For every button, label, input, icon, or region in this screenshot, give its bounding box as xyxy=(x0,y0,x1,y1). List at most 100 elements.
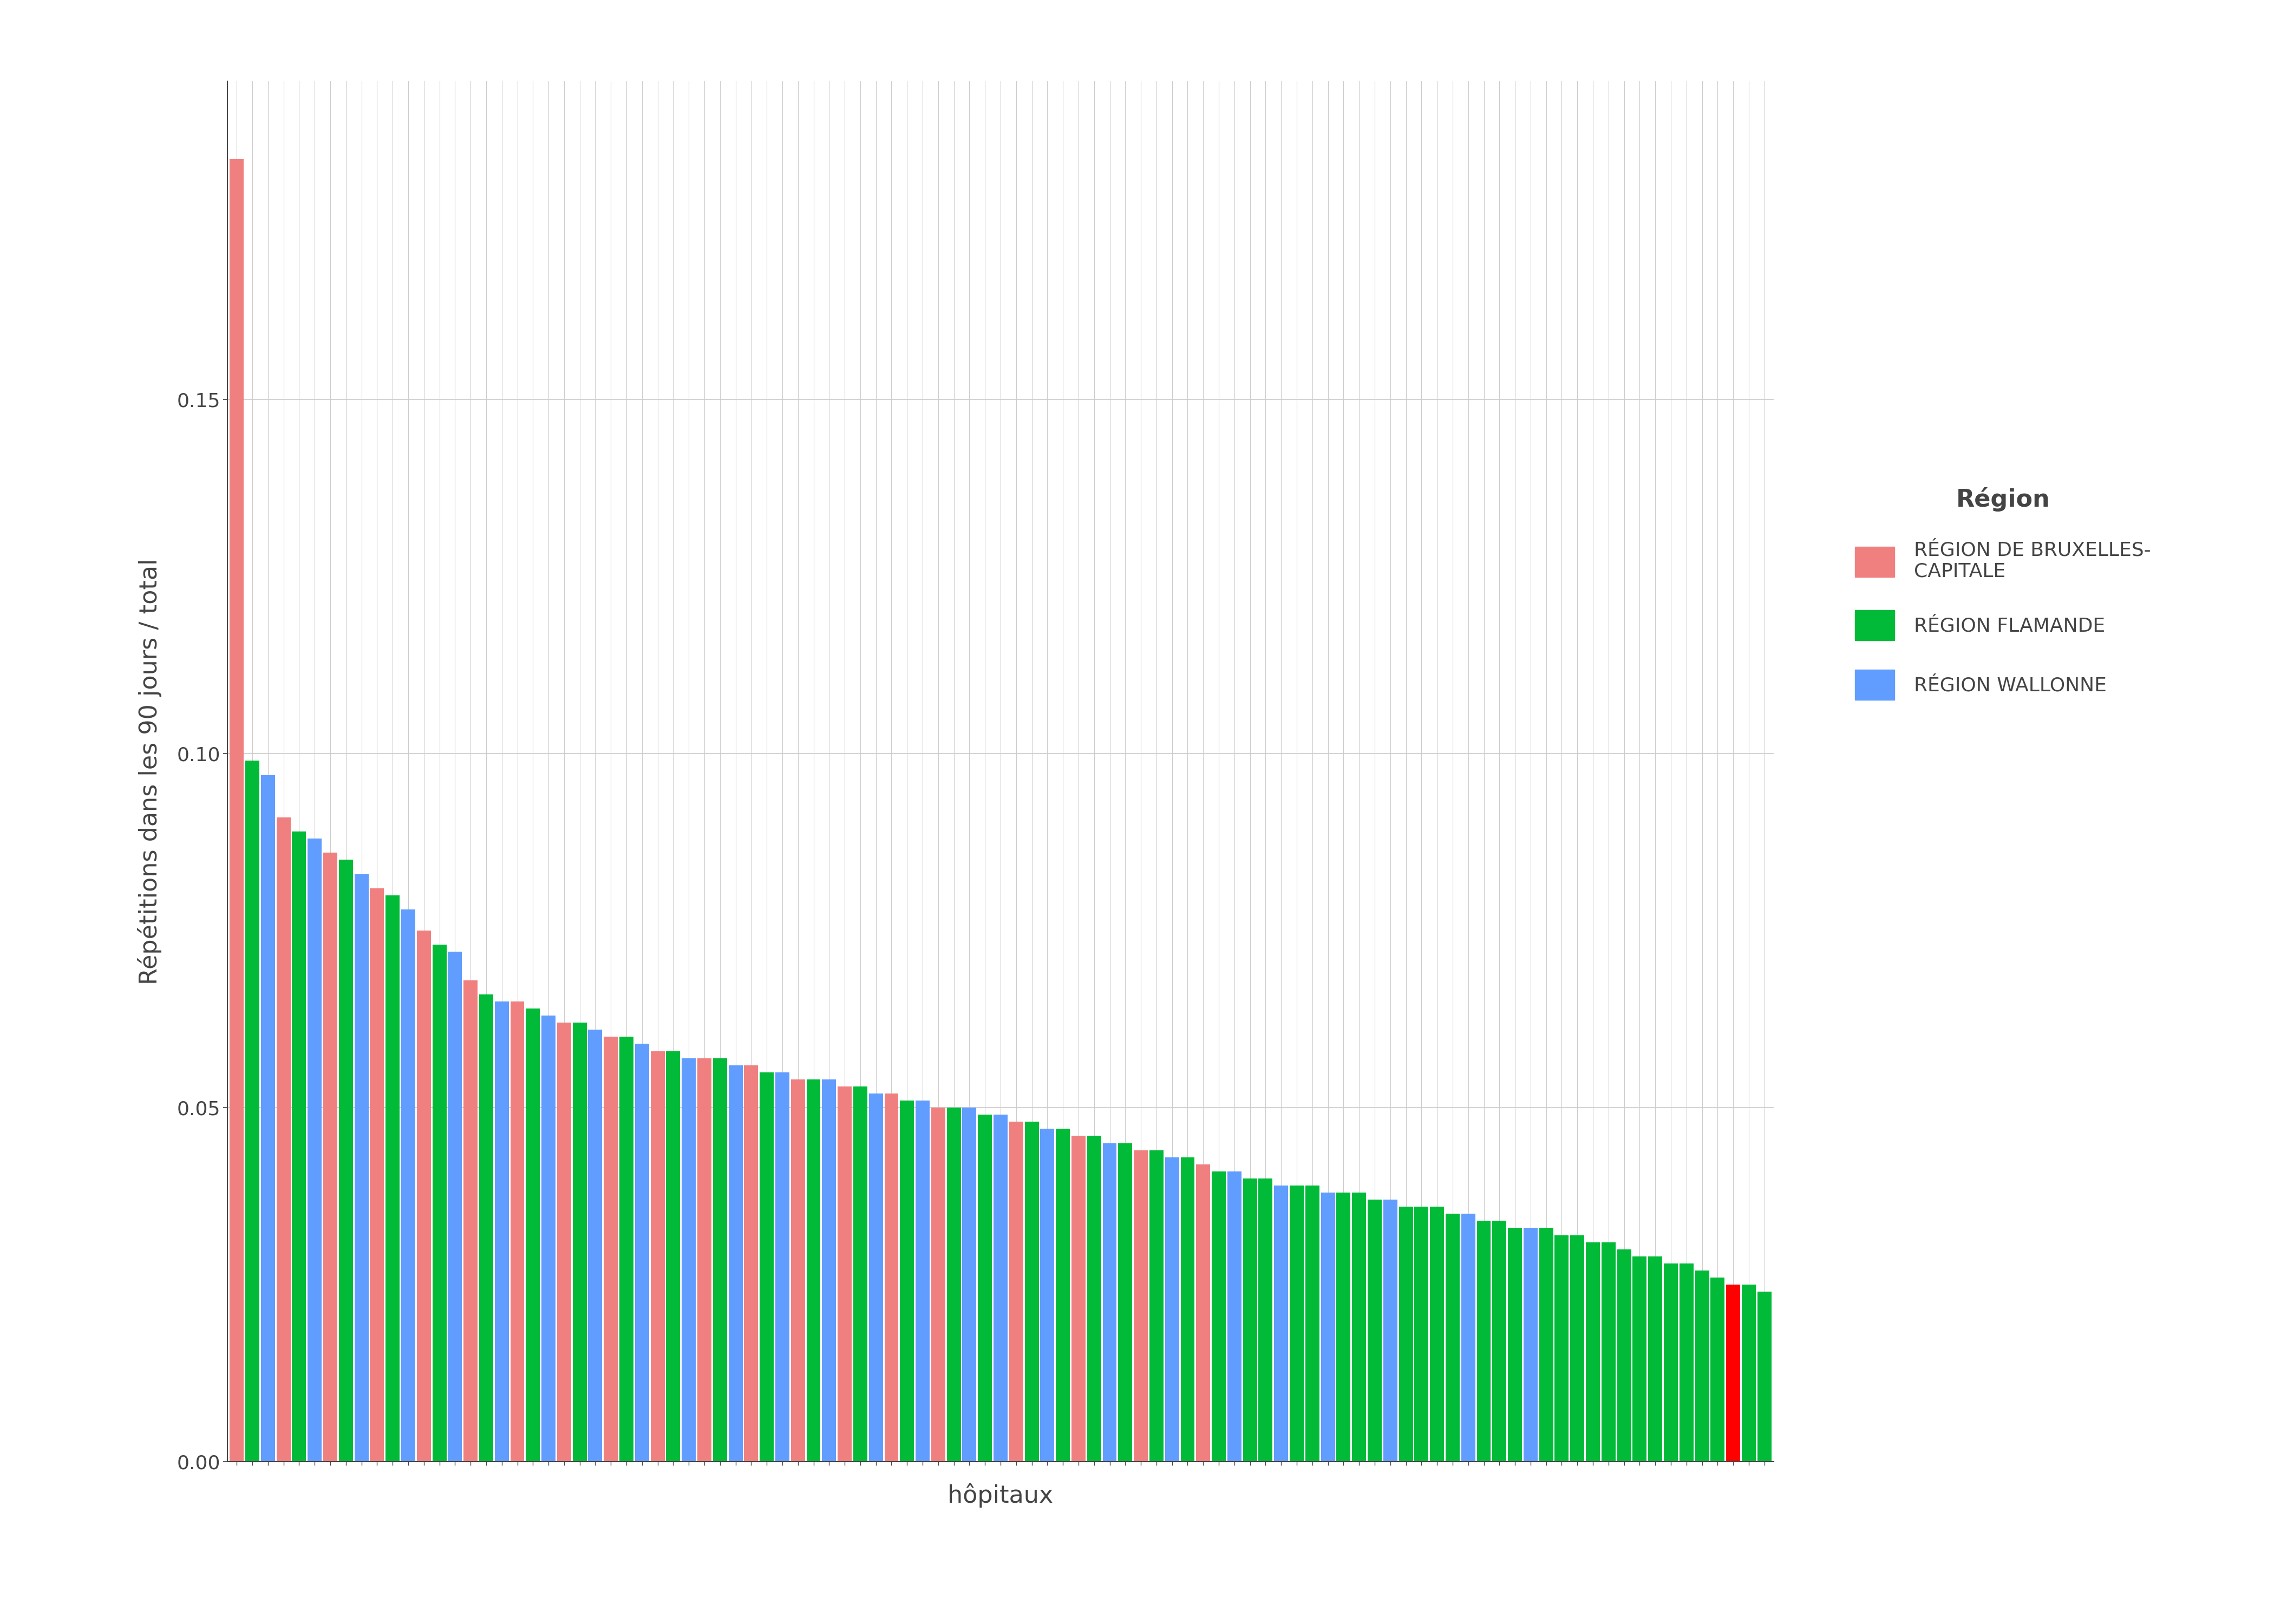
Bar xyxy=(1649,1257,1662,1462)
Bar xyxy=(464,981,478,1462)
Bar xyxy=(557,1023,571,1462)
Bar xyxy=(885,1093,898,1462)
Bar xyxy=(1289,1186,1303,1462)
Bar xyxy=(1055,1129,1071,1462)
Bar xyxy=(916,1101,930,1462)
Bar xyxy=(1726,1285,1740,1462)
Bar xyxy=(775,1072,789,1462)
Bar xyxy=(791,1080,805,1462)
Bar xyxy=(496,1002,509,1462)
Bar xyxy=(666,1051,680,1462)
Bar xyxy=(1321,1192,1335,1462)
Bar xyxy=(1430,1207,1444,1462)
Bar xyxy=(573,1023,587,1462)
Bar xyxy=(1694,1270,1710,1462)
Bar xyxy=(1273,1186,1287,1462)
Bar xyxy=(1539,1228,1553,1462)
Bar xyxy=(541,1015,555,1462)
Bar xyxy=(978,1114,991,1462)
Bar xyxy=(1135,1150,1148,1462)
X-axis label: hôpitaux: hôpitaux xyxy=(948,1483,1053,1507)
Bar xyxy=(1119,1143,1132,1462)
Bar xyxy=(650,1051,664,1462)
Bar xyxy=(1758,1291,1771,1462)
Bar xyxy=(1446,1213,1460,1462)
Bar xyxy=(1258,1179,1273,1462)
Bar xyxy=(371,888,384,1462)
Bar xyxy=(1103,1143,1117,1462)
Bar xyxy=(1180,1158,1194,1462)
Bar xyxy=(1462,1213,1476,1462)
Bar xyxy=(807,1080,821,1462)
Bar xyxy=(1087,1135,1101,1462)
Bar xyxy=(1071,1135,1085,1462)
Bar xyxy=(1383,1200,1396,1462)
Bar xyxy=(1710,1278,1724,1462)
Bar xyxy=(1476,1221,1492,1462)
Bar xyxy=(291,831,307,1462)
Bar xyxy=(605,1036,619,1462)
Bar xyxy=(1244,1179,1258,1462)
Legend: RÉGION DE BRUXELLES-
CAPITALE, RÉGION FLAMANDE, RÉGION WALLONNE: RÉGION DE BRUXELLES- CAPITALE, RÉGION FL… xyxy=(1844,477,2160,710)
Bar xyxy=(714,1059,728,1462)
Bar xyxy=(262,775,275,1462)
Bar xyxy=(307,838,321,1462)
Bar xyxy=(400,909,416,1462)
Bar xyxy=(230,159,243,1462)
Bar xyxy=(432,945,446,1462)
Bar xyxy=(994,1114,1007,1462)
Bar xyxy=(1585,1242,1601,1462)
Bar xyxy=(728,1065,744,1462)
Bar xyxy=(355,874,368,1462)
Bar xyxy=(1212,1171,1226,1462)
Bar xyxy=(1337,1192,1351,1462)
Bar xyxy=(387,895,400,1462)
Bar xyxy=(509,1002,525,1462)
Bar xyxy=(448,952,462,1462)
Bar xyxy=(480,994,493,1462)
Bar xyxy=(1617,1249,1630,1462)
Bar xyxy=(853,1086,866,1462)
Bar xyxy=(619,1036,634,1462)
Bar xyxy=(1492,1221,1505,1462)
Bar xyxy=(930,1108,946,1462)
Y-axis label: Répétitions dans les 90 jours / total: Répétitions dans les 90 jours / total xyxy=(136,559,161,984)
Bar xyxy=(1228,1171,1242,1462)
Bar xyxy=(1524,1228,1537,1462)
Bar xyxy=(1633,1257,1646,1462)
Bar xyxy=(1742,1285,1756,1462)
Bar xyxy=(946,1108,962,1462)
Bar xyxy=(823,1080,837,1462)
Bar xyxy=(1571,1236,1585,1462)
Bar xyxy=(1367,1200,1383,1462)
Bar xyxy=(962,1108,976,1462)
Bar xyxy=(323,853,337,1462)
Bar xyxy=(1665,1263,1678,1462)
Bar xyxy=(1196,1164,1210,1462)
Bar xyxy=(698,1059,712,1462)
Bar xyxy=(760,1072,773,1462)
Bar xyxy=(246,760,259,1462)
Bar xyxy=(837,1086,853,1462)
Bar xyxy=(1601,1242,1615,1462)
Bar xyxy=(1164,1158,1178,1462)
Bar xyxy=(525,1009,539,1462)
Bar xyxy=(1010,1122,1023,1462)
Bar xyxy=(869,1093,882,1462)
Bar xyxy=(1305,1186,1319,1462)
Bar xyxy=(682,1059,696,1462)
Bar xyxy=(1508,1228,1521,1462)
Bar xyxy=(1353,1192,1367,1462)
Bar xyxy=(1555,1236,1569,1462)
Bar xyxy=(1399,1207,1412,1462)
Bar xyxy=(1026,1122,1039,1462)
Bar xyxy=(1680,1263,1694,1462)
Bar xyxy=(634,1044,648,1462)
Bar xyxy=(416,931,430,1462)
Bar xyxy=(744,1065,757,1462)
Bar xyxy=(1148,1150,1164,1462)
Bar xyxy=(589,1030,603,1462)
Bar xyxy=(277,817,291,1462)
Bar xyxy=(901,1101,914,1462)
Bar xyxy=(1414,1207,1428,1462)
